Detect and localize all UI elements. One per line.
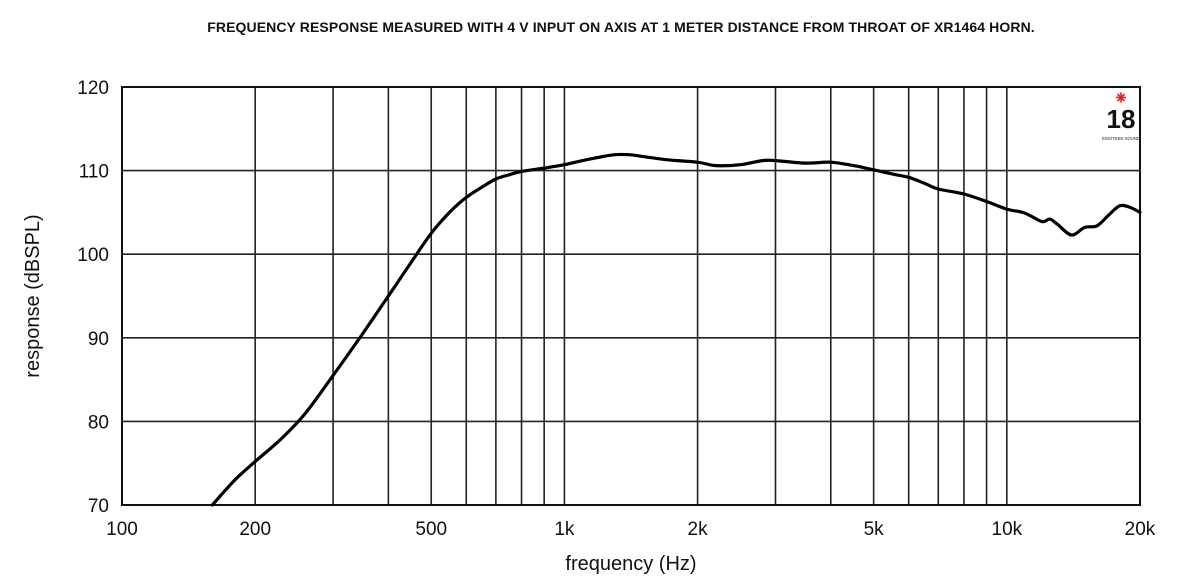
x-tick-label-0: 100 — [106, 519, 138, 540]
y-tick-label-3: 100 — [77, 245, 109, 266]
x-tick-label-4: 2k — [688, 519, 709, 540]
tick-labels: 100 200 500 1k 2k 5k 10k 20k 70 80 90 100 110 120 — [77, 78, 1156, 540]
y-tick-label-1: 80 — [88, 412, 109, 433]
x-tick-label-2: 500 — [415, 519, 447, 540]
response-curve — [210, 152, 1142, 507]
y-tick-label-4: 110 — [79, 162, 109, 183]
x-tick-label-6: 10k — [992, 519, 1023, 540]
x-tick-label-7: 20k — [1125, 519, 1156, 540]
brand-logo: 18 EIGHTEEN SOUND — [1102, 92, 1140, 141]
x-tick-label-3: 1k — [554, 519, 575, 540]
x-axis-label: frequency (Hz) — [565, 553, 696, 575]
logo-subtext: EIGHTEEN SOUND — [1102, 136, 1140, 141]
chart-title: FREQUENCY RESPONSE MEASURED WITH 4 V INP… — [207, 19, 1035, 35]
star-icon — [1116, 92, 1126, 103]
y-axis-label: response (dBSPL) — [22, 214, 44, 377]
y-tick-label-2: 90 — [88, 329, 109, 350]
y-tick-label-5: 120 — [77, 78, 109, 99]
plot-frame — [121, 86, 1141, 506]
logo-number: 18 — [1107, 104, 1136, 134]
x-tick-label-5: 5k — [864, 519, 885, 540]
x-tick-label-1: 200 — [239, 519, 271, 540]
grid-lines — [122, 87, 1140, 505]
y-tick-label-0: 70 — [88, 496, 109, 517]
